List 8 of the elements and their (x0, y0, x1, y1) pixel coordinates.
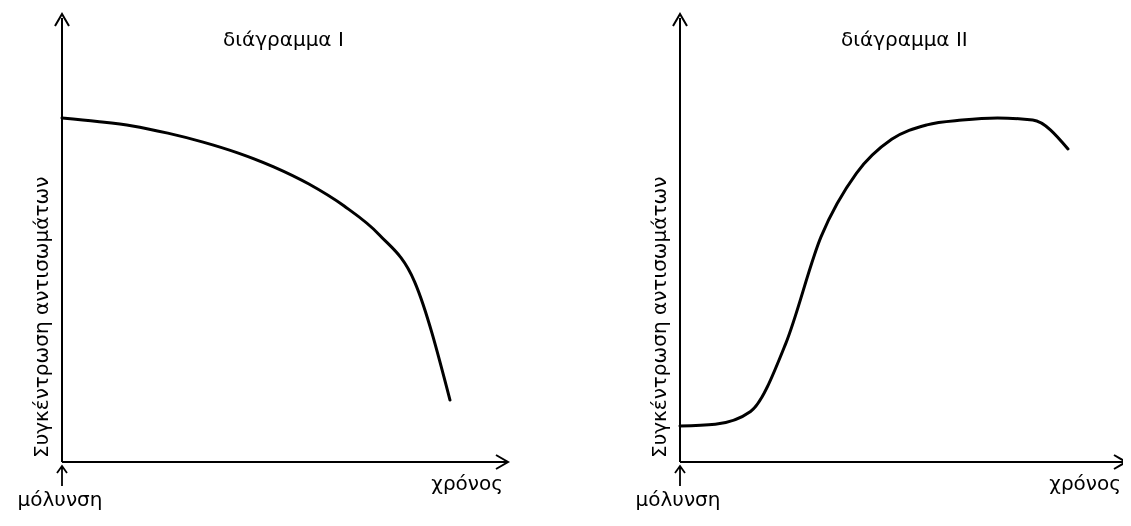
chart-title: διάγραμμα I (223, 27, 344, 51)
chart-title: διάγραμμα II (841, 27, 968, 51)
text: μόλυνση (635, 487, 721, 511)
text: μόλυνση (17, 487, 103, 511)
y-axis-title: Συγκέντρωση αντισωμάτων (647, 176, 671, 458)
x-axis-title: χρόνος (431, 471, 503, 495)
x-axis-title: χρόνος (1049, 471, 1121, 495)
y-axis-title: Συγκέντρωση αντισωμάτων (29, 176, 53, 458)
